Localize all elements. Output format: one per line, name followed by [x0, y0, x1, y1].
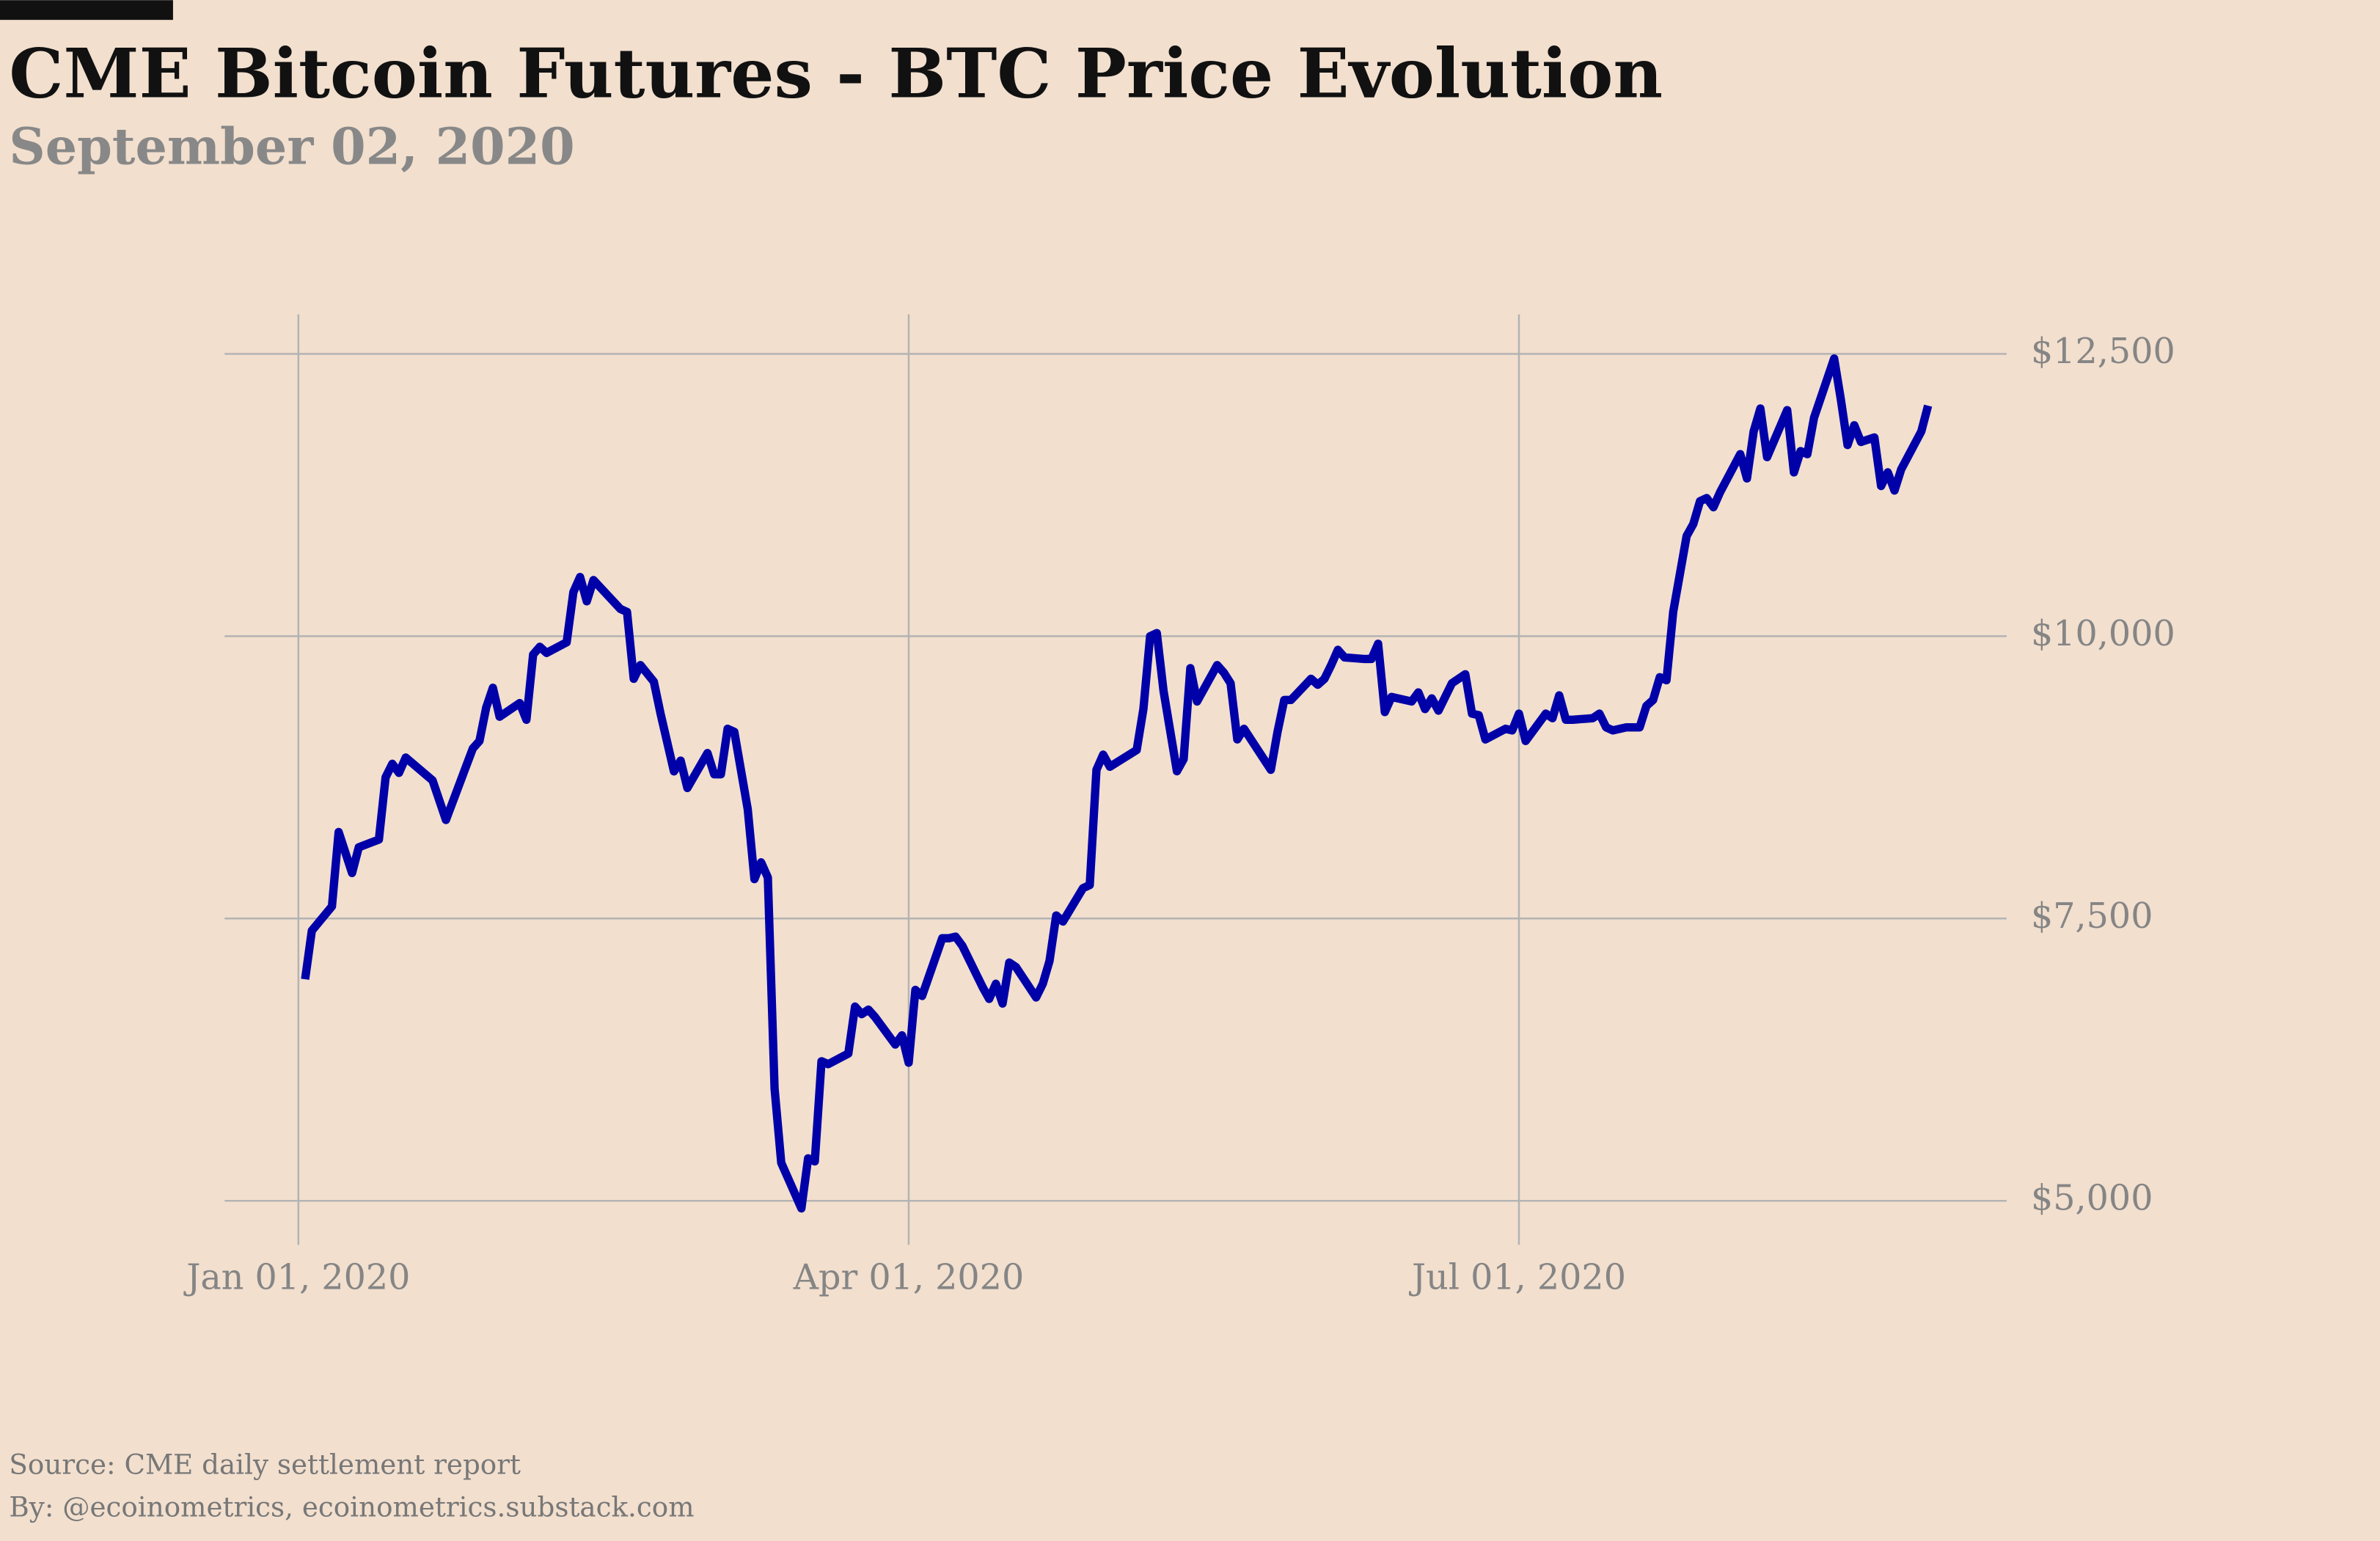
y-tick-label: $7,500 — [2031, 896, 2153, 937]
x-tick-label: Apr 01, 2020 — [793, 1257, 1025, 1297]
source-note: Source: CME daily settlement report — [9, 1449, 521, 1481]
y-tick-label: $12,500 — [2031, 332, 2175, 372]
chart-title: CME Bitcoin Futures - BTC Price Evolutio… — [9, 34, 1663, 114]
byline-note: By: @ecoinometrics, ecoinometrics.substa… — [9, 1491, 694, 1523]
y-tick-label: $10,000 — [2031, 614, 2175, 654]
x-tick-label: Jul 01, 2020 — [1409, 1257, 1626, 1297]
plot-area: $5,000 $7,500 $10,000 $12,500 Jan 01, 2020 Ap… — [183, 314, 2175, 1297]
chart-subtitle: September 02, 2020 — [9, 118, 574, 177]
x-tick-label: Jan 01, 2020 — [183, 1257, 410, 1297]
y-tick-label: $5,000 — [2031, 1179, 2153, 1219]
price-line — [301, 354, 1933, 1213]
header-bar — [0, 0, 173, 21]
